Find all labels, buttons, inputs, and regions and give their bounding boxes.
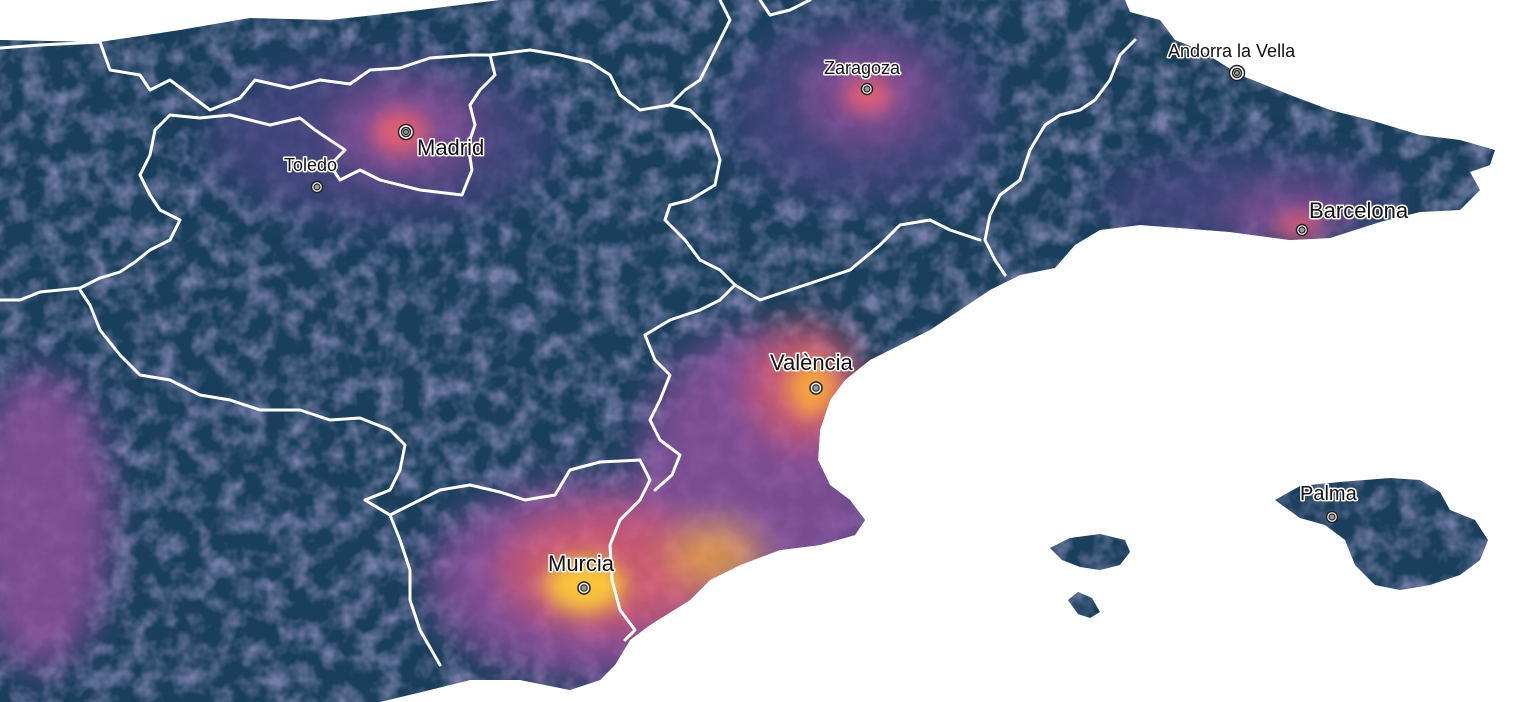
city-murcia[interactable]: Murcia [547, 550, 617, 595]
border-line [733, 218, 982, 302]
density-barcelona-core [1276, 213, 1320, 237]
border-line [0, 40, 492, 112]
city-label-palma[interactable]: Palma [1299, 482, 1360, 507]
city-zaragoza[interactable]: Zaragoza [823, 57, 903, 96]
city-valencia[interactable]: València [769, 349, 856, 395]
city-madrid[interactable]: Madrid [397, 123, 486, 162]
border-line [488, 48, 737, 492]
capital-marker-dot [402, 128, 410, 136]
city-marker-dot [1328, 513, 1336, 521]
density-west [0, 370, 110, 670]
city-marker-dot [313, 183, 321, 191]
city-label-valencia[interactable]: València [769, 349, 856, 377]
city-label-andorra[interactable]: Andorra la Vella [1167, 40, 1298, 63]
region-borders [0, 0, 1135, 665]
border-line [983, 38, 1137, 277]
border-line [78, 288, 407, 502]
border-line [668, 0, 732, 107]
capital-marker-dot [1233, 69, 1241, 77]
city-marker-dot [863, 85, 871, 93]
city-label-barcelona[interactable]: Barcelona [1308, 197, 1411, 225]
capital-marker-ring [1231, 67, 1243, 79]
cities-layer[interactable]: Madrid Toledo Zaragoza Andorra la Vella … [283, 40, 1411, 595]
city-marker-dot [580, 584, 588, 592]
capital-marker-ring [400, 126, 412, 138]
city-label-zaragoza[interactable]: Zaragoza [823, 57, 903, 80]
city-marker-dot [1298, 226, 1306, 234]
city-label-murcia[interactable]: Murcia [547, 550, 617, 578]
border-line [758, 0, 812, 17]
city-toledo[interactable]: Toledo [283, 154, 339, 194]
border-line [388, 458, 652, 642]
city-palma[interactable]: Palma [1299, 482, 1360, 524]
city-andorra[interactable]: Andorra la Vella [1167, 40, 1298, 82]
city-label-madrid[interactable]: Madrid [416, 134, 486, 162]
city-label-toledo[interactable]: Toledo [283, 154, 339, 177]
city-marker-dot [812, 384, 820, 392]
border-line [0, 53, 497, 302]
city-barcelona[interactable]: Barcelona [1295, 197, 1411, 237]
